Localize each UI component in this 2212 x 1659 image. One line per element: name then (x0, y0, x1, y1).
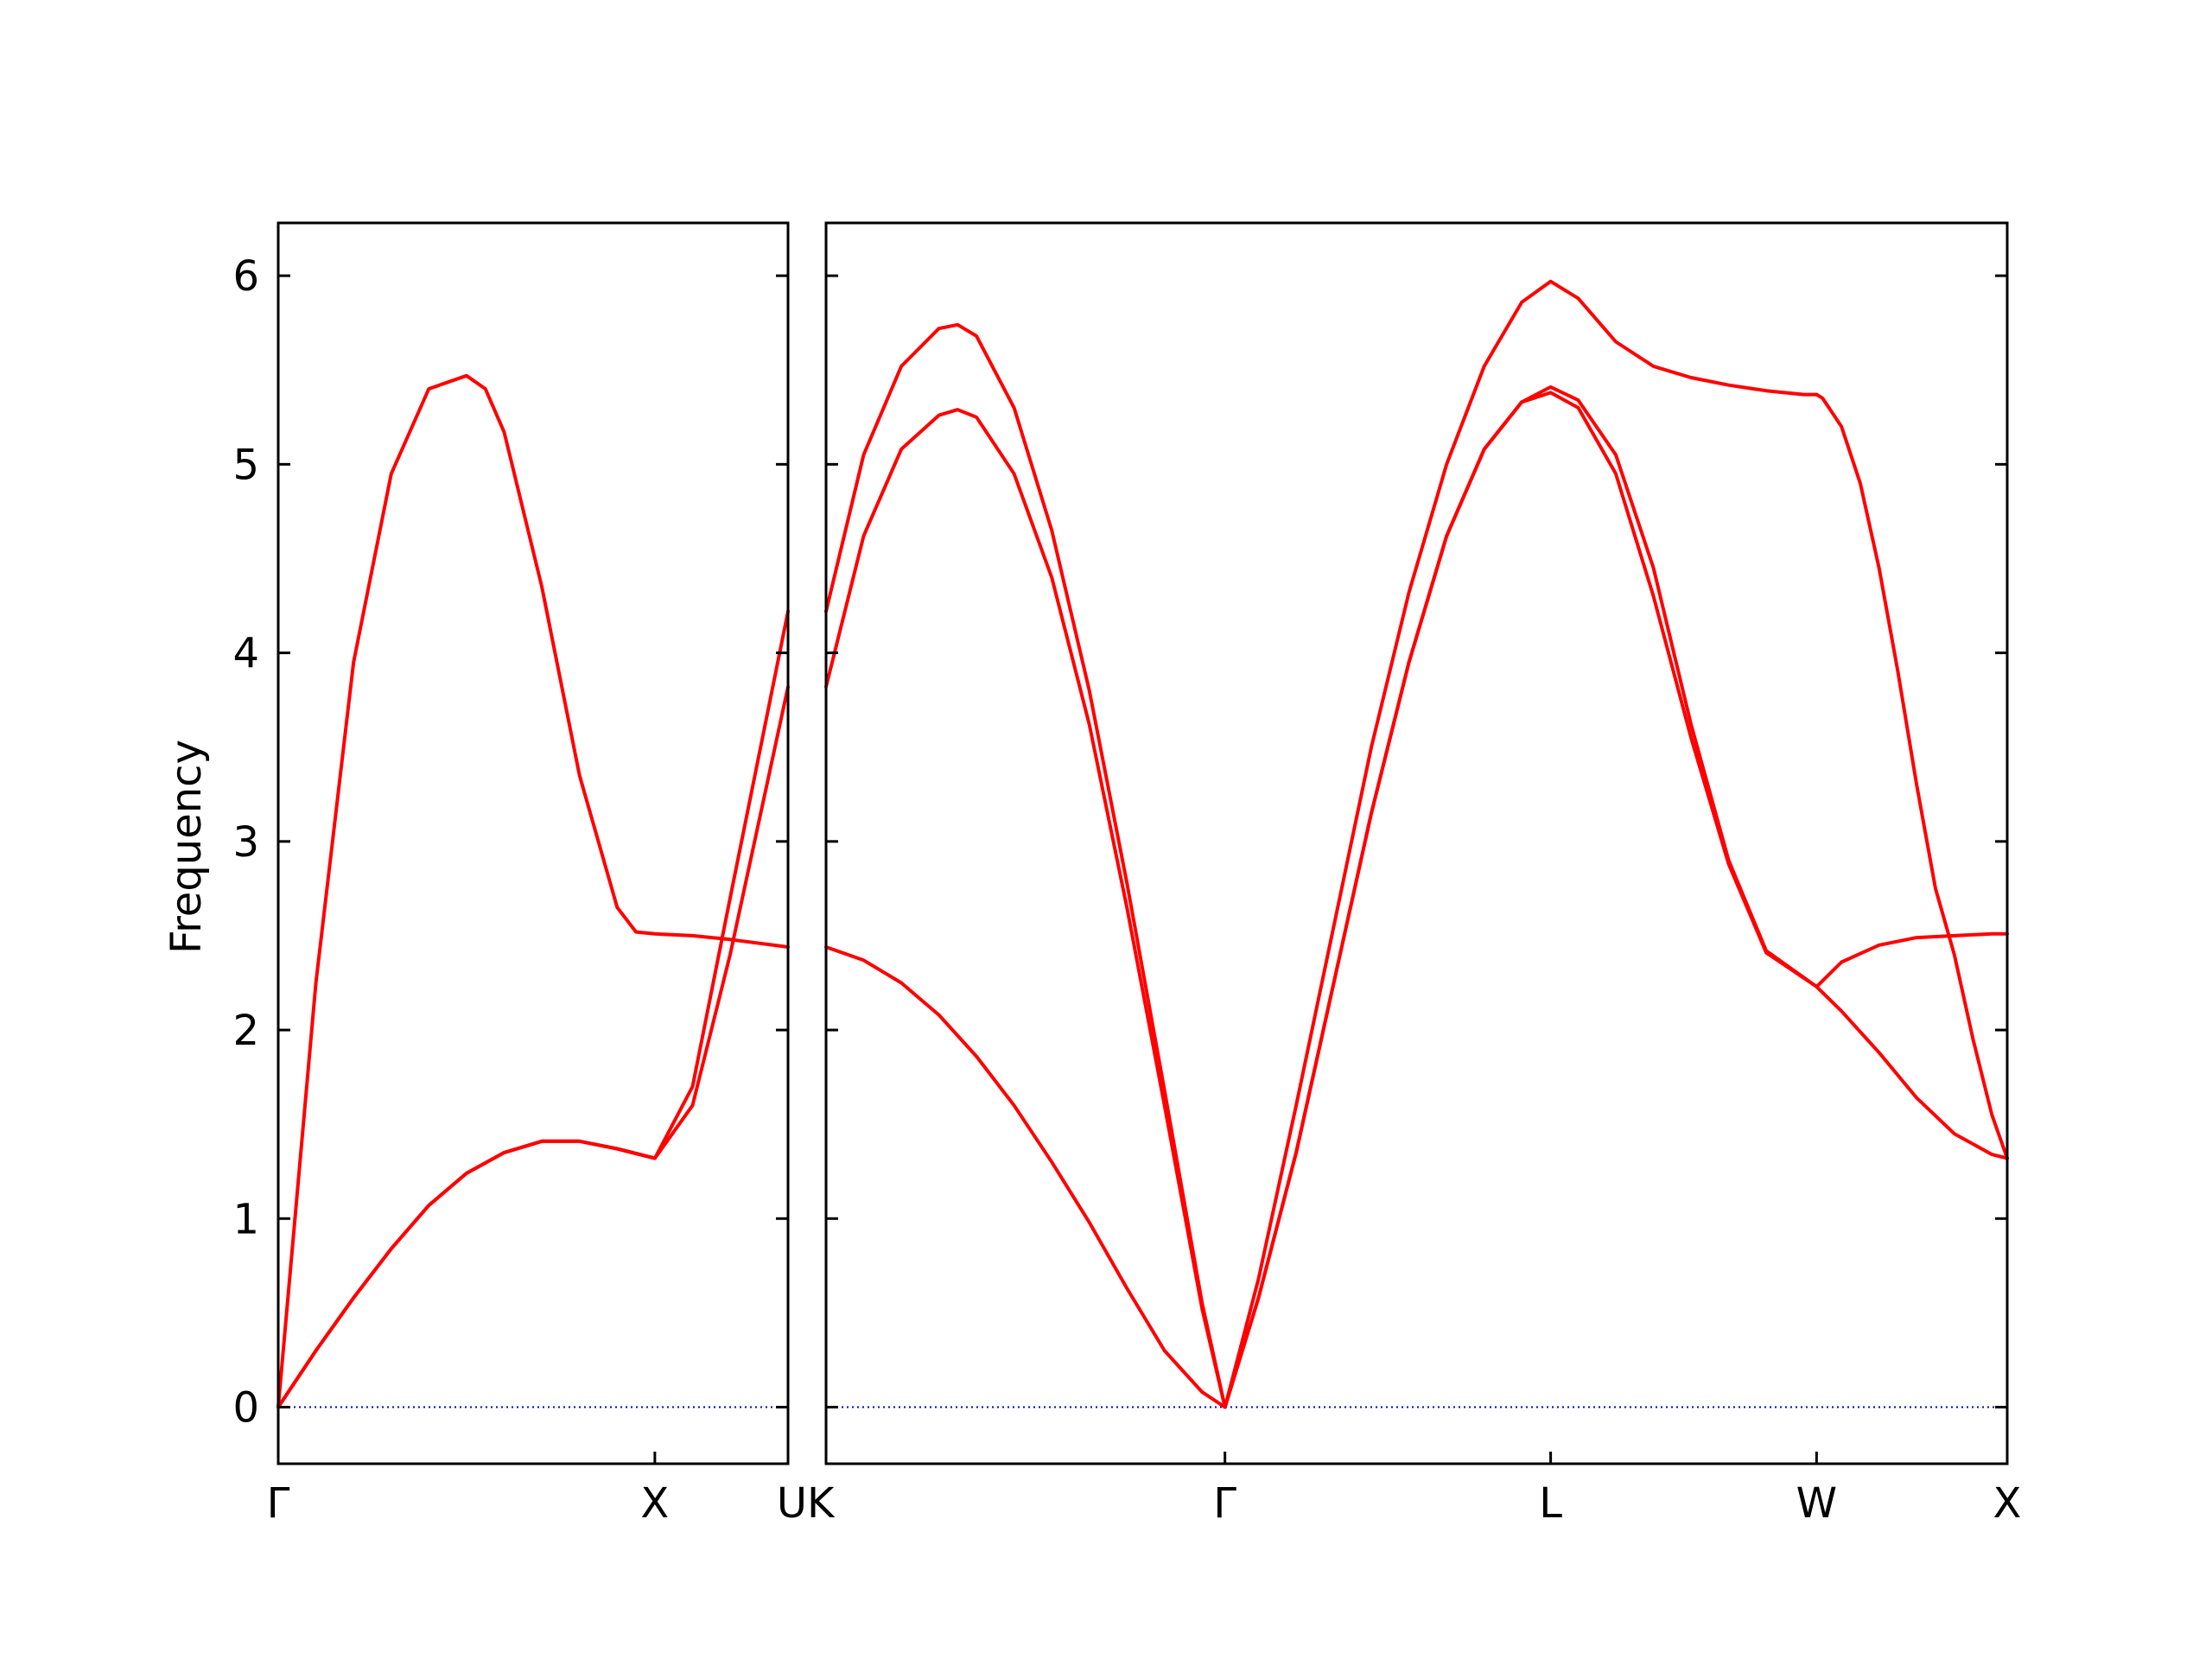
y-tick-label: 1 (232, 1195, 259, 1243)
band-line-7 (1815, 931, 2009, 988)
x-tick-label: W (1796, 1479, 1837, 1528)
y-tick-label: 2 (232, 1007, 259, 1055)
plot-frame (276, 221, 790, 1465)
x-tick-label: K (807, 1479, 836, 1528)
band-line-9 (1815, 392, 2009, 1160)
x-tick-label: U (777, 1479, 807, 1528)
y-tick-label: 0 (232, 1384, 259, 1433)
plot-frame (824, 221, 2009, 1465)
y-tick-label: 3 (232, 818, 259, 867)
x-tick-label: Γ (1213, 1479, 1236, 1528)
y-tick-label: 4 (232, 630, 259, 678)
panel-1: 0 1 2 3 4 5 6 Γ X U (232, 221, 807, 1528)
y-tick-label: 5 (232, 441, 259, 489)
x-tick-label: X (640, 1479, 669, 1528)
band-line-6 (1223, 279, 1819, 1409)
band-line-3 (276, 373, 790, 1409)
band-line-1 (824, 408, 1227, 1409)
band-line-8 (1815, 984, 2009, 1160)
band-line-3 (824, 945, 1227, 1409)
x-tick-label: Γ (267, 1479, 290, 1528)
band-line-4 (1223, 391, 1819, 1409)
band-line-2 (824, 322, 1227, 1409)
chart-panels: 0 1 2 3 4 5 6 Γ X U K Γ L W X (232, 221, 2022, 1528)
band-line-1 (276, 609, 790, 1409)
band-line-5 (1223, 385, 1819, 1409)
y-tick-label: 6 (232, 252, 259, 301)
band-line-2 (276, 684, 790, 1409)
x-tick-label: L (1539, 1479, 1562, 1528)
y-axis-label: Frequency (162, 740, 211, 954)
x-tick-label: X (1993, 1479, 2022, 1528)
